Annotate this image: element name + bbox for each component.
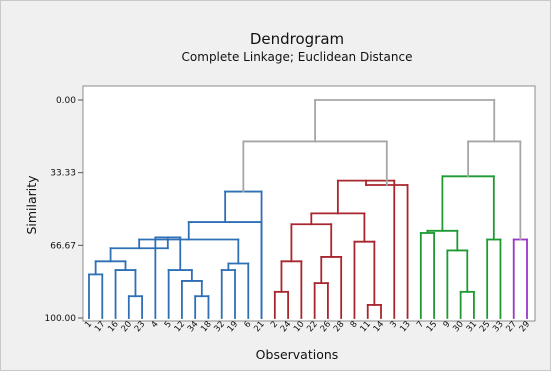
leaf-label: 20 [119,320,134,335]
leaf-label: 19 [226,320,241,335]
y-axis-title: Similarity [24,175,39,235]
leaf-label: 25 [478,320,493,335]
plot-area [82,85,536,322]
leaf-label: 2 [269,320,280,331]
leaf-label: 24 [279,320,294,335]
leaf-label: 4 [150,320,161,331]
leaf-label: 22 [305,320,320,335]
leaf-label: 30 [451,320,466,335]
leaf-label: 13 [398,320,413,335]
y-tick-label: 0.00 [56,96,76,106]
leaf-label: 8 [349,320,360,331]
leaf-label: 23 [133,320,148,335]
leaf-label: 6 [242,320,253,331]
leaf-label: 1 [83,320,94,331]
leaf-label: 3 [388,320,399,331]
leaf-label: 11 [358,320,373,335]
leaf-label: 16 [106,320,121,335]
leaf-label: 9 [442,320,453,331]
leaf-label: 12 [173,320,188,335]
y-axis: 0.00 33.33 66.67 100.00 [45,96,83,324]
leaf-label: 10 [292,320,307,335]
y-tick-label: 66.67 [50,241,76,251]
y-tick-label: 100.00 [45,314,77,324]
leaf-label: 14 [372,320,387,335]
dendrogram-tree [88,99,528,319]
leaf-label: 27 [504,320,519,335]
leaf-label: 17 [93,320,108,335]
leaf-label: 31 [465,320,480,335]
leaf-label: 5 [163,320,174,331]
chart-title: Dendrogram [250,30,344,48]
leaf-label: 28 [332,320,347,335]
chart-subtitle: Complete Linkage; Euclidean Distance [182,50,413,64]
leaf-label: 26 [319,320,334,335]
leaf-label: 7 [415,320,426,331]
leaf-label: 21 [252,320,267,335]
x-axis-title: Observations [256,347,339,362]
y-tick-label: 33.33 [50,169,76,179]
leaf-label: 18 [199,320,214,335]
leaf-label: 33 [491,320,506,335]
leaf-label: 29 [518,320,533,335]
leaf-label: 15 [425,320,440,335]
leaf-label: 34 [186,320,201,335]
leaf-label: 32 [212,320,227,335]
